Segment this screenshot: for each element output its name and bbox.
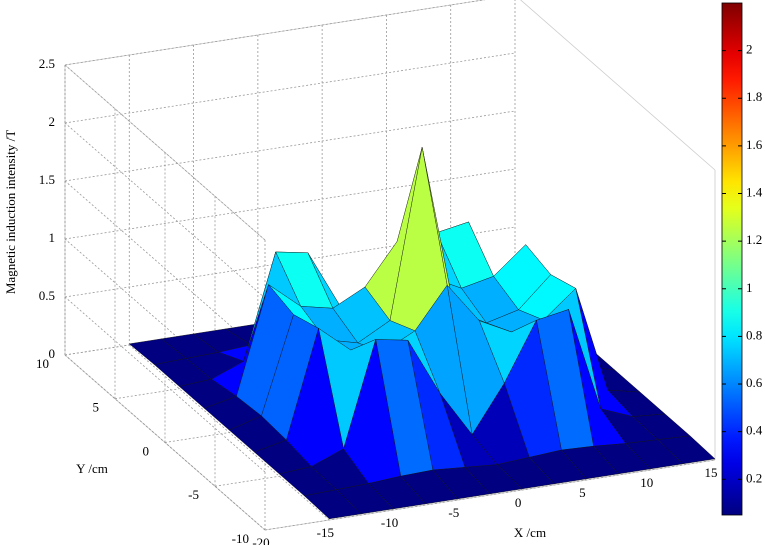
colorbar-tick-label: 1.6 [746,137,763,152]
colorbar-tick-label: 1.2 [746,232,762,247]
axis-box [64,0,486,66]
axis-box [520,0,716,171]
colorbar-tick-label: 0.2 [746,470,762,485]
grid-line [64,0,486,66]
colorbar-tick-label: 0.8 [746,327,762,342]
x-tick-label: -15 [317,525,334,540]
z-tick-label: 0 [49,346,56,361]
colorbar-tick-label: 2 [746,42,753,57]
y-axis-label: Y /cm [76,461,108,476]
colorbar-tick-label: 0.6 [746,375,763,390]
colorbar-tick-label: 0.4 [746,423,763,438]
z-tick-label: 1 [49,230,56,245]
z-tick-label: 2 [49,114,56,129]
grid-line [64,64,266,241]
y-tick-label: 0 [143,443,150,458]
x-tick-label: 5 [579,485,586,500]
x-tick-label: 15 [705,465,718,480]
colorbar-tick-label: 1.8 [746,89,762,104]
z-tick-label: 1.5 [39,172,55,187]
grid-line [64,110,516,182]
x-axis-label: X /cm [514,525,546,540]
z-tick-label: 2.5 [39,56,55,71]
grid-line [64,122,266,299]
colorbar-tick-label: 1.4 [746,184,763,199]
x-tick-label: -20 [252,535,269,545]
x-tick-label: -5 [448,505,459,520]
z-tick-label: 0.5 [39,288,55,303]
surface-patch [303,489,362,520]
x-tick-label: -10 [381,515,398,530]
x-tick-label: 0 [515,495,522,510]
y-tick-label: -5 [188,487,199,502]
grid-line [64,180,266,357]
colorbar-tick-label: 1 [746,280,753,295]
y-tick-label: -10 [232,531,249,545]
grid-line [64,168,516,240]
grid-line [64,296,266,473]
x-tick-label: 10 [640,475,653,490]
z-axis-label: Magnetic induction intensity /T [3,130,18,294]
y-tick-label: 10 [36,356,49,371]
colorbar [721,2,743,516]
grid-line [64,354,266,531]
y-tick-label: 5 [93,400,100,415]
grid-line [64,52,516,124]
axis-box [264,459,716,531]
